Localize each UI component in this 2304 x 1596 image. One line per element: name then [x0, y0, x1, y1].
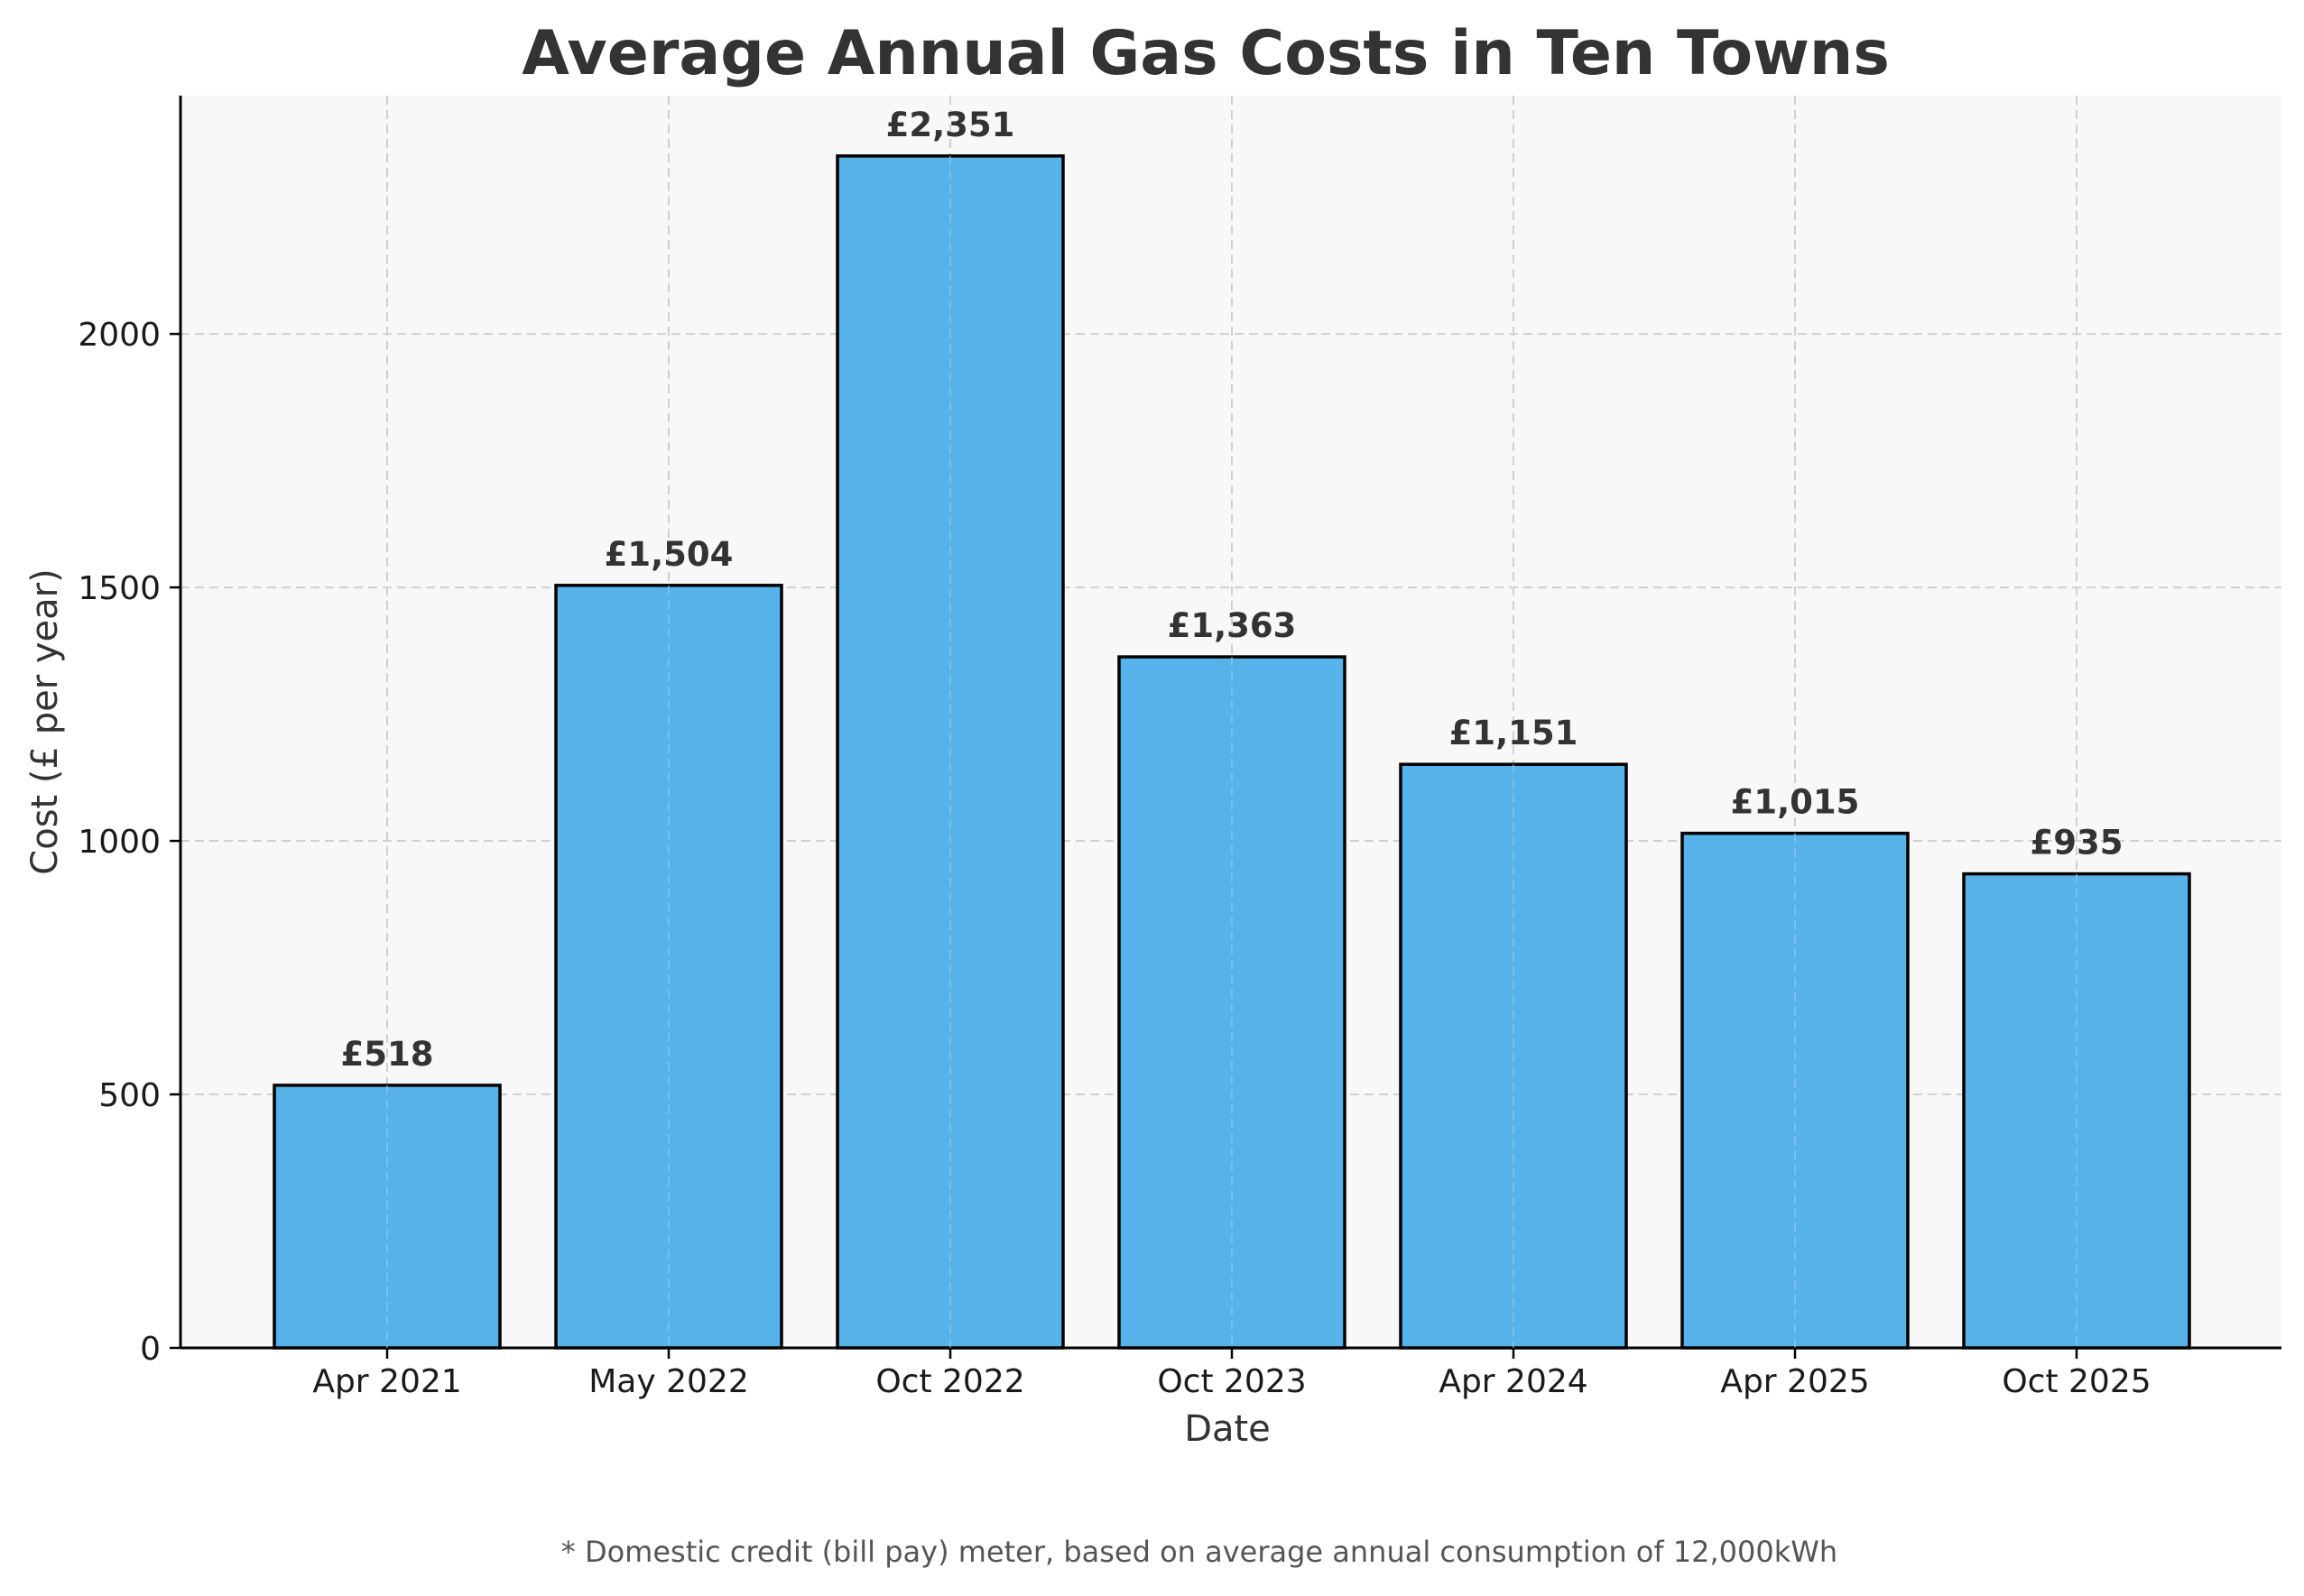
- bar-value-label: £2,351: [886, 106, 1015, 144]
- y-tick-label: 1000: [78, 824, 161, 861]
- bar-value-label: £518: [341, 1035, 434, 1074]
- bar-value-label: £1,504: [605, 535, 734, 574]
- bar-value-label: £1,015: [1731, 783, 1860, 822]
- x-tick-label: May 2022: [588, 1363, 749, 1400]
- x-tick-label: Oct 2025: [2002, 1363, 2151, 1400]
- y-tick-label: 0: [140, 1331, 161, 1368]
- y-tick-label: 500: [98, 1077, 161, 1114]
- x-tick-label: Apr 2021: [312, 1363, 461, 1400]
- x-tick-label: Apr 2025: [1720, 1363, 1869, 1400]
- bar: [1117, 655, 1346, 1350]
- y-tick-label: 2000: [78, 317, 161, 354]
- bar-value-label: £1,363: [1168, 606, 1297, 645]
- bar-value-label: £1,151: [1449, 714, 1578, 752]
- chart-title: Average Annual Gas Costs in Ten Towns: [522, 18, 1890, 89]
- axes: 0 500 1000 1500 2000 Apr 2021 May 2022 Oct 2022…: [78, 96, 2281, 1400]
- footnote: * Domestic credit (bill pay) meter, base…: [561, 1535, 1837, 1569]
- x-tick-label: Oct 2022: [875, 1363, 1024, 1400]
- x-axis-label: Date: [1184, 1408, 1271, 1450]
- bar-value-labels: £518 £1,504 £2,351 £1,363 £1,151 £1,015 £935: [341, 106, 2124, 1348]
- y-axis-label: Cost (£ per year): [24, 568, 66, 874]
- y-tick-label: 1500: [78, 570, 161, 607]
- bar: [1680, 831, 1910, 1350]
- bar-value-label: £935: [2031, 824, 2124, 863]
- x-tick-label: Apr 2024: [1439, 1363, 1587, 1400]
- x-tick-label: Oct 2023: [1157, 1363, 1306, 1400]
